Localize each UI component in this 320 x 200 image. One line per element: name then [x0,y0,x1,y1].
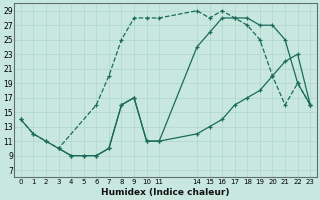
X-axis label: Humidex (Indice chaleur): Humidex (Indice chaleur) [101,188,230,197]
